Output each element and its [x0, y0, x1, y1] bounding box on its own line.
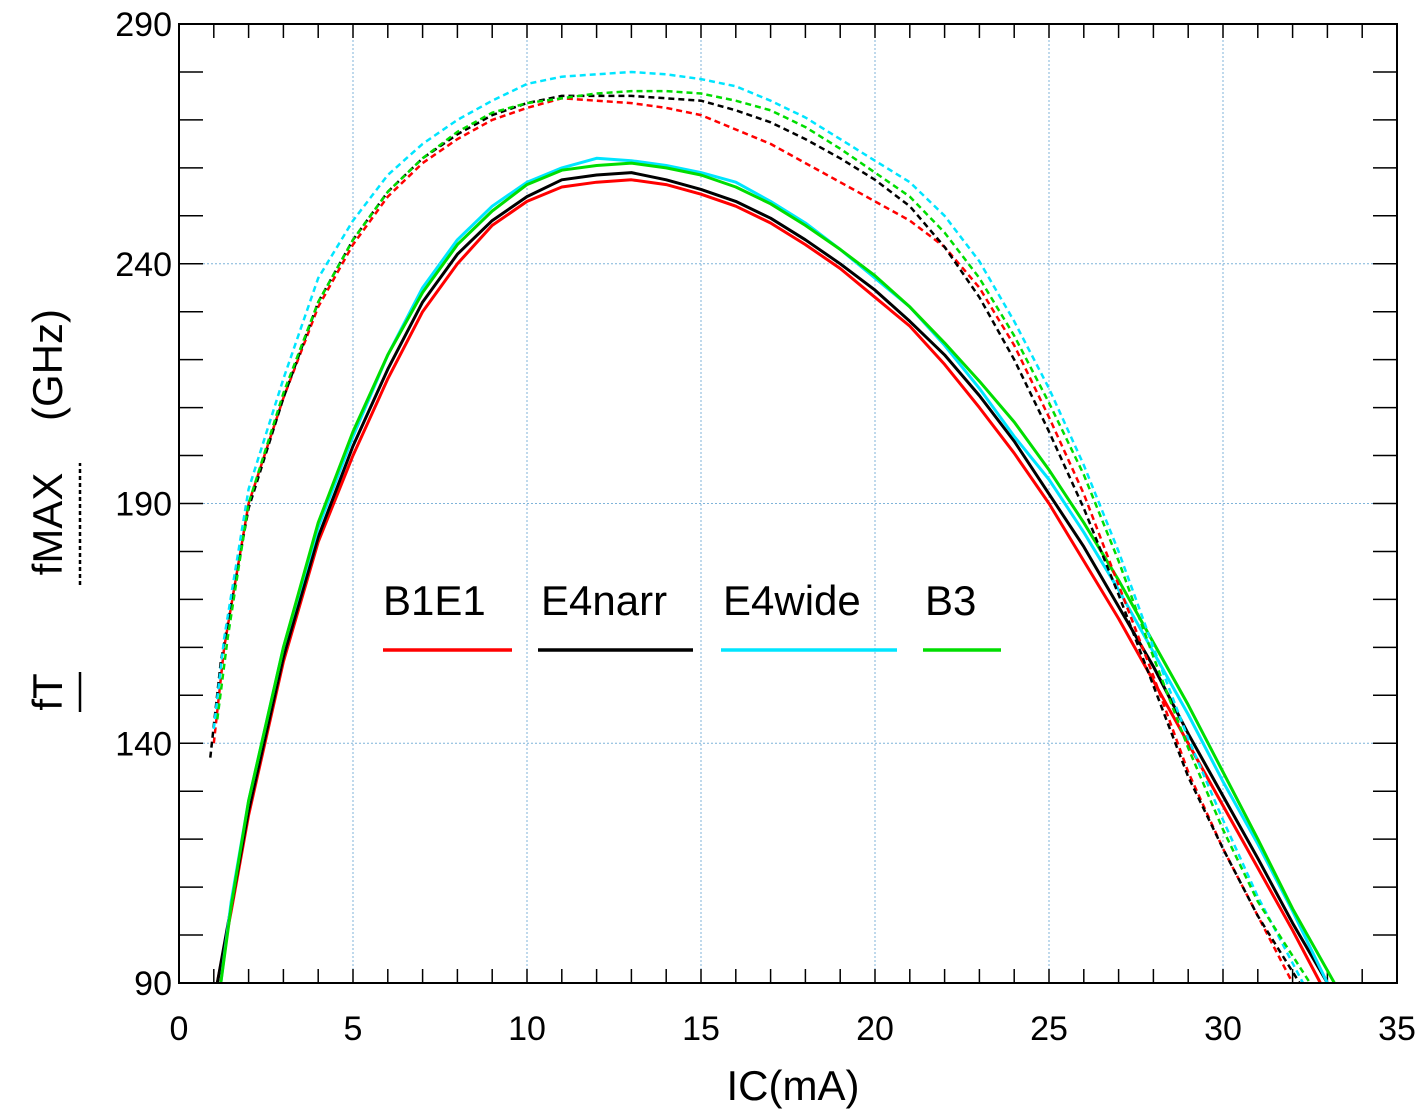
legend-label: B1E1	[383, 577, 486, 624]
grid-lines	[179, 24, 1397, 983]
x-tick-labels: 0 5 10 15 20 25 30 35	[170, 1010, 1416, 1048]
y-axis-unit-label: (GHz)	[24, 309, 71, 421]
y-tick-label: 240	[115, 246, 172, 284]
series-b3-ft	[219, 161, 1336, 984]
series-b1e1-fmax	[212, 97, 1294, 984]
y-tick-labels: 90 140 190 240 290	[115, 6, 172, 1003]
legend-item-b3: B3	[923, 577, 1001, 652]
y-axis-ft-label: fT	[24, 673, 71, 710]
plot-frame	[178, 23, 1398, 984]
x-tick-label: 5	[344, 1010, 363, 1048]
legend: B1E1 E4narr E4wide B3	[383, 577, 1001, 652]
series-e4narr-ft	[215, 171, 1329, 984]
x-tick-label: 10	[508, 1010, 546, 1048]
x-tick-label: 20	[856, 1010, 894, 1048]
y-axis-title: fT fMAX (GHz)	[24, 309, 82, 712]
x-tick-label: 0	[170, 1010, 189, 1048]
y-tick-label: 140	[115, 725, 172, 763]
legend-item-b1e1: B1E1	[383, 577, 512, 652]
legend-item-e4wide: E4wide	[721, 577, 897, 652]
series-lines	[209, 70, 1336, 984]
y-axis-fmax-label: fMAX	[24, 473, 71, 576]
legend-label: E4narr	[541, 577, 667, 624]
x-axis-title: IC(mA)	[727, 1062, 860, 1109]
x-tick-label: 35	[1378, 1010, 1416, 1048]
series-b1e1-ft	[215, 178, 1322, 984]
legend-label: E4wide	[723, 577, 861, 624]
legend-item-e4narr: E4narr	[538, 577, 693, 652]
y-tick-label: 190	[115, 486, 172, 524]
x-tick-label: 25	[1030, 1010, 1068, 1048]
series-e4wide-ft	[219, 156, 1329, 984]
series-b3-fmax	[216, 89, 1312, 984]
y-tick-label: 90	[134, 965, 172, 1003]
x-tick-label: 30	[1204, 1010, 1242, 1048]
series-e4narr-fmax	[209, 94, 1301, 984]
legend-label: B3	[925, 577, 976, 624]
series-e4wide-fmax	[212, 70, 1305, 984]
y-tick-label: 290	[115, 6, 172, 44]
x-tick-label: 15	[682, 1010, 720, 1048]
